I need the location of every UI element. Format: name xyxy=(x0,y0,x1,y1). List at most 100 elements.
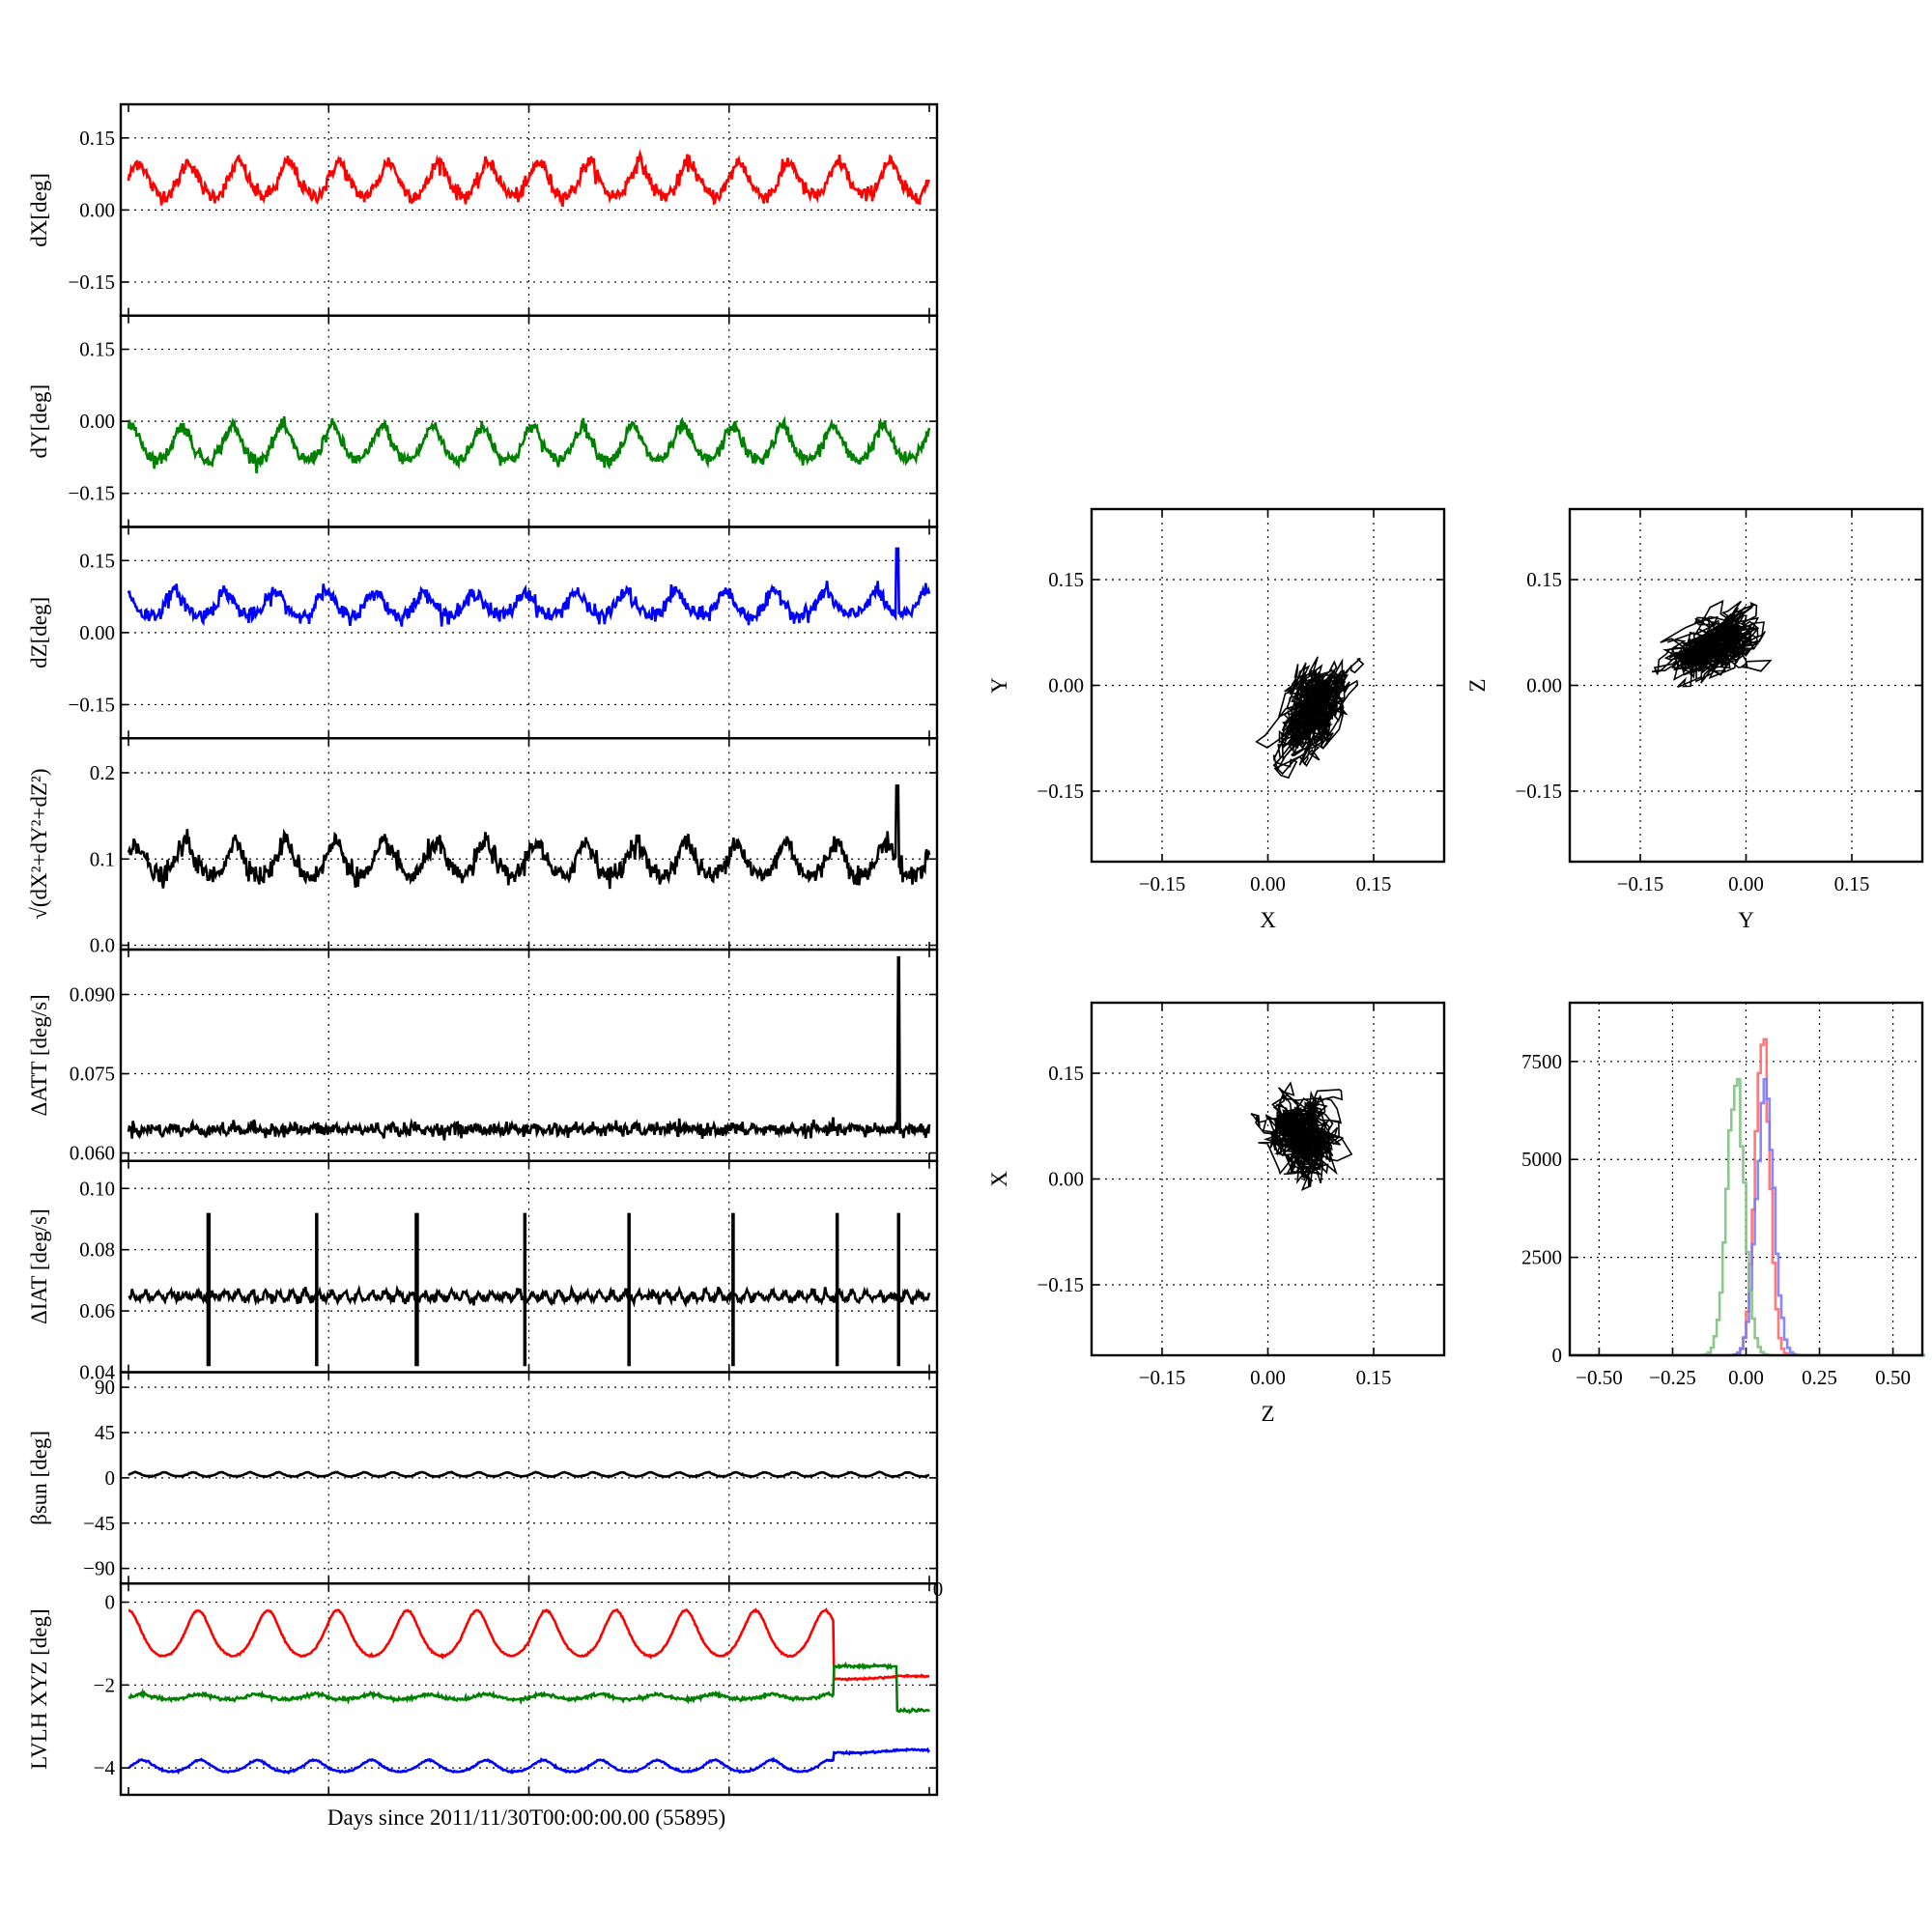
y-axis-label: LVLH XYZ [deg] xyxy=(27,1608,51,1770)
y-tick-label: 0 xyxy=(105,1591,116,1614)
series-line-dz-0 xyxy=(127,547,931,627)
y-axis-label: dY[deg] xyxy=(27,384,51,459)
y-axis-label: Z xyxy=(1465,678,1490,692)
panel-hist: −0.50 −0.25 0.00 0.25 0.50 0 2500 5000 7500 xyxy=(1521,1001,1925,1389)
panel-yz: −0.15 −0.15 0.00 0.00 0.15 0.15 Y Z xyxy=(1465,507,1924,932)
y-tick-label: 5000 xyxy=(1521,1148,1562,1171)
x-tick-label: 0.15 xyxy=(1834,872,1870,895)
y-tick-label: 0.075 xyxy=(70,1063,115,1086)
y-tick-label: 0.08 xyxy=(79,1238,115,1262)
histogram-series-0 xyxy=(1570,1037,1925,1357)
panel-xy: −0.15 −0.15 0.00 0.00 0.15 0.15 X Y xyxy=(987,507,1446,932)
panel-dz: 0.15 0.00 −0.15 dZ[deg] xyxy=(27,526,939,740)
y-tick-label: 0.15 xyxy=(1048,568,1084,591)
series-line-datt-0 xyxy=(127,955,931,1141)
y-tick-label: 0.00 xyxy=(1526,674,1562,697)
x-axis-label: Y xyxy=(1738,908,1754,932)
x-tick-label: 0.25 xyxy=(1802,1366,1837,1389)
x-tick-label: −0.15 xyxy=(1139,1366,1186,1389)
y-tick-label: 0.06 xyxy=(79,1299,115,1322)
y-tick-label: −0.15 xyxy=(1037,780,1084,803)
panel-dy: 0.15 0.00 −0.15 dY[deg] xyxy=(27,314,939,528)
x-tick-label: 0.50 xyxy=(1875,1366,1911,1389)
y-tick-label: −0.15 xyxy=(68,482,115,505)
x-tick-label: 0.00 xyxy=(1728,1366,1764,1389)
scatter-points-xy xyxy=(1255,656,1365,780)
series-line-lvlh-2 xyxy=(128,1747,931,1776)
panel-beta: 90 45 0 −45 −90 βsun [deg] xyxy=(27,1371,939,1585)
y-axis-label: ΔIAT [deg/s] xyxy=(27,1208,51,1324)
x-tick-label: 0.00 xyxy=(1728,872,1764,895)
series-line-lvlh-0 xyxy=(128,1607,929,1682)
series-line-lvlh-1 xyxy=(128,1661,931,1715)
y-tick-label: 0.15 xyxy=(79,338,115,361)
panel-norm: 0.2 0.1 0.0 √(dX²+dY²+dZ²) xyxy=(27,737,939,957)
y-tick-label: 0.1 xyxy=(90,847,115,870)
y-axis-label: X xyxy=(987,1171,1011,1187)
y-axis-label: Y xyxy=(987,677,1011,694)
x-tick-label: 0.00 xyxy=(1250,872,1286,895)
y-tick-label: 0 xyxy=(105,1466,116,1490)
y-tick-label: 0.15 xyxy=(1048,1062,1084,1085)
y-tick-label: 0.15 xyxy=(1526,568,1562,591)
histogram-series-1 xyxy=(1570,1078,1925,1357)
x-axis-label: Z xyxy=(1261,1402,1274,1426)
y-tick-label: −90 xyxy=(83,1557,115,1580)
y-tick-label: 0.04 xyxy=(79,1361,115,1384)
y-tick-label: −4 xyxy=(94,1756,116,1779)
y-tick-label: −0.15 xyxy=(68,693,115,716)
y-tick-label: 0.00 xyxy=(79,410,115,433)
axes-frame xyxy=(119,948,939,1162)
y-axis-label: dX[deg] xyxy=(27,173,51,247)
series-line-diat-0 xyxy=(128,1212,931,1367)
panel-diat: 0.10 0.08 0.06 0.04 ΔIAT [deg/s] xyxy=(27,1159,939,1384)
x-tick-label: 0.15 xyxy=(1356,1366,1392,1389)
y-tick-label: 0.060 xyxy=(70,1142,115,1165)
panel-zx: −0.15 −0.15 0.00 0.00 0.15 0.15 Z X xyxy=(987,1001,1446,1426)
series-line-dy-0 xyxy=(127,415,931,474)
y-tick-label: 0.00 xyxy=(1048,1168,1084,1191)
y-axis-label: ΔATT [deg/s] xyxy=(27,994,51,1116)
panel-dx: 0.15 0.00 −0.15 dX[deg] xyxy=(27,102,939,317)
scatter-points-yz xyxy=(1651,599,1773,689)
series-line-beta-0 xyxy=(128,1470,930,1479)
y-tick-label: −45 xyxy=(83,1512,115,1535)
series-line-dx-0 xyxy=(127,149,931,208)
x-axis-label: X xyxy=(1260,908,1276,932)
panel-lvlh: 0 −2 −4 LVLH XYZ [deg] xyxy=(27,1582,939,1797)
y-tick-label: 0.0 xyxy=(90,934,115,957)
y-tick-label: 0.15 xyxy=(79,549,115,572)
y-tick-label: −0.15 xyxy=(68,270,115,294)
y-axis-label: dZ[deg] xyxy=(27,597,51,668)
x-tick-label: 0.15 xyxy=(1356,872,1392,895)
y-tick-label: 0.00 xyxy=(79,621,115,644)
y-tick-label: 0.00 xyxy=(79,198,115,221)
y-tick-label: 45 xyxy=(95,1421,115,1444)
y-axis-label: √(dX²+dY²+dZ²) xyxy=(27,768,51,919)
y-tick-label: 0.10 xyxy=(79,1177,115,1200)
series-line-norm-0 xyxy=(127,784,931,890)
y-tick-label: −0.15 xyxy=(1037,1273,1084,1296)
y-tick-label: 0.00 xyxy=(1048,674,1084,697)
histogram-series-2 xyxy=(1570,1077,1925,1357)
stray-tick-label: 0 xyxy=(933,1577,944,1601)
y-tick-label: 90 xyxy=(95,1376,115,1399)
y-tick-label: −0.15 xyxy=(1515,780,1562,803)
y-tick-label: 2500 xyxy=(1521,1246,1562,1269)
axes-frame xyxy=(119,1582,939,1797)
panel-datt: 0.090 0.075 0.060 ΔATT [deg/s] xyxy=(27,948,939,1165)
y-tick-label: 0.2 xyxy=(90,761,115,784)
panels-layer: 0.150.00−0.15dX[deg]0.150.00−0.15dY[deg]… xyxy=(27,102,1925,1797)
scatter-points-zx xyxy=(1250,1081,1353,1192)
y-tick-label: 7500 xyxy=(1521,1050,1562,1073)
x-tick-label: −0.25 xyxy=(1649,1366,1696,1389)
x-tick-label: −0.15 xyxy=(1139,872,1186,895)
y-axis-label: βsun [deg] xyxy=(27,1431,51,1525)
y-tick-label: 0.15 xyxy=(79,127,115,150)
x-tick-label: 0.00 xyxy=(1250,1366,1286,1389)
x-tick-label: −0.50 xyxy=(1576,1366,1623,1389)
y-tick-label: −2 xyxy=(94,1673,115,1696)
y-tick-label: 0 xyxy=(1552,1344,1563,1367)
axes-frame xyxy=(119,1159,939,1374)
